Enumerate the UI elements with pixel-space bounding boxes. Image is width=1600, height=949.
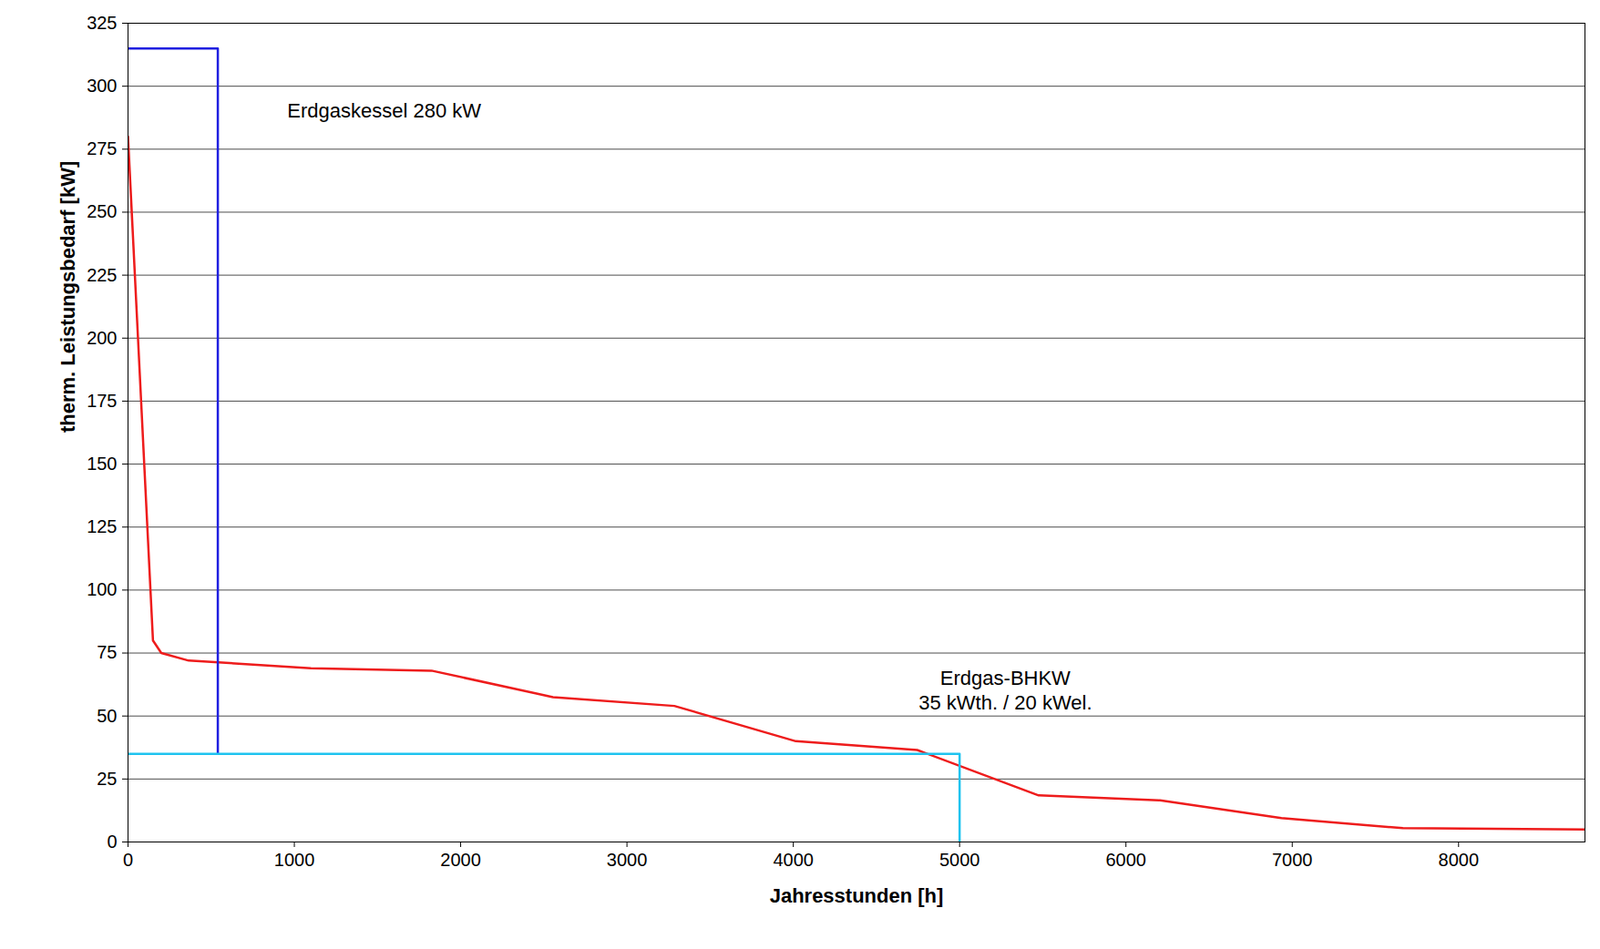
svg-text:325: 325: [86, 12, 117, 33]
svg-text:7000: 7000: [1271, 850, 1313, 871]
svg-text:25: 25: [96, 769, 117, 790]
svg-text:3000: 3000: [606, 850, 648, 871]
svg-text:4000: 4000: [772, 850, 814, 871]
svg-text:Erdgas-BHKW: Erdgas-BHKW: [940, 666, 1071, 690]
svg-text:6000: 6000: [1105, 850, 1147, 871]
svg-text:150: 150: [86, 453, 117, 474]
svg-text:125: 125: [86, 516, 117, 537]
svg-text:0: 0: [123, 850, 134, 871]
svg-text:250: 250: [86, 201, 117, 222]
svg-text:therm. Leistungsbedarf [kW]: therm. Leistungsbedarf [kW]: [56, 161, 80, 433]
svg-text:225: 225: [86, 265, 117, 286]
svg-text:50: 50: [96, 706, 117, 727]
svg-text:200: 200: [86, 328, 117, 349]
svg-text:8000: 8000: [1438, 850, 1480, 871]
svg-text:75: 75: [96, 642, 117, 663]
svg-text:0: 0: [106, 831, 117, 852]
svg-text:275: 275: [86, 138, 117, 159]
svg-text:5000: 5000: [939, 850, 981, 871]
svg-text:300: 300: [86, 75, 117, 96]
svg-text:Erdgaskessel 280 kW: Erdgaskessel 280 kW: [287, 99, 482, 123]
svg-text:35 kWth. / 20 kWel.: 35 kWth. / 20 kWel.: [918, 691, 1092, 715]
svg-text:1000: 1000: [274, 850, 316, 871]
svg-text:100: 100: [86, 579, 117, 600]
svg-text:175: 175: [86, 390, 117, 411]
svg-text:2000: 2000: [440, 850, 482, 871]
svg-text:Jahresstunden [h]: Jahresstunden [h]: [769, 884, 944, 908]
